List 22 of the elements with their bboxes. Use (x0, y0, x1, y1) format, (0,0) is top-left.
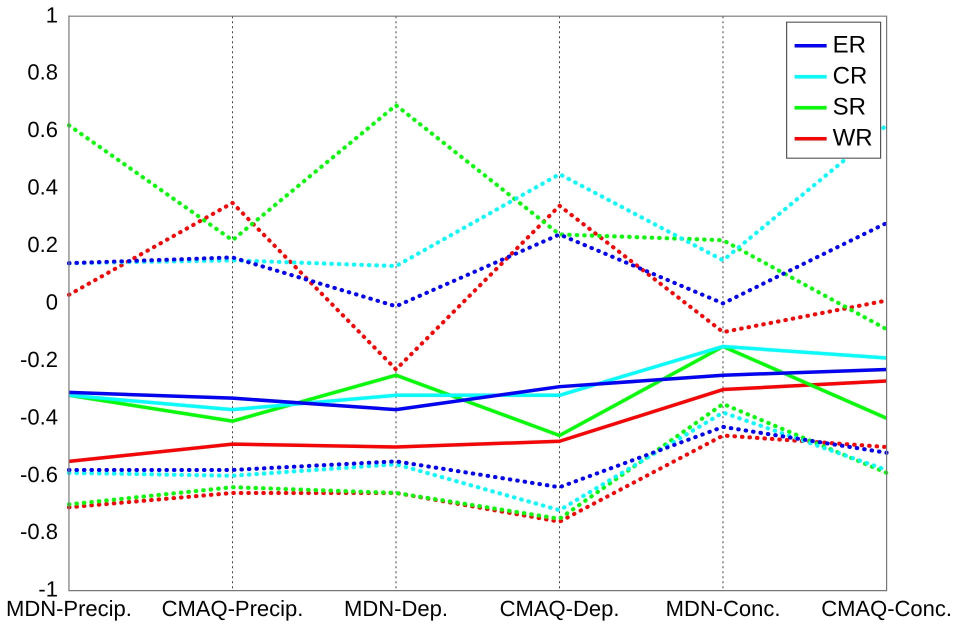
x-tick-label: MDN-Conc. (666, 596, 781, 621)
line-series (66, 220, 889, 308)
x-tick-label: MDN-Dep. (344, 596, 448, 621)
line-series (66, 434, 889, 524)
y-tick-label: 0.2 (27, 232, 58, 258)
x-tick-label: CMAQ-Precip. (162, 596, 304, 621)
x-tick-label: CMAQ-Conc. (821, 596, 952, 621)
legend-label: ER (832, 31, 866, 58)
y-tick-label: 0.4 (27, 174, 58, 200)
x-tick-label: CMAQ-Dep. (500, 596, 620, 621)
line-series (66, 424, 889, 490)
y-tick-label: -0.8 (20, 519, 58, 544)
y-tick-label: -0.4 (20, 404, 58, 430)
legend-label: CR (832, 62, 868, 90)
y-tick-label: 0 (46, 289, 58, 314)
legend-label: WR (832, 124, 873, 152)
y-tick-label: 1 (46, 2, 58, 28)
y-tick-label: -0.2 (20, 346, 58, 372)
y-tick-label: 0.6 (27, 117, 58, 142)
y-tick-label: 0.8 (27, 60, 58, 85)
y-tick-label: -0.6 (20, 462, 58, 487)
legend-label: SR (832, 93, 866, 120)
